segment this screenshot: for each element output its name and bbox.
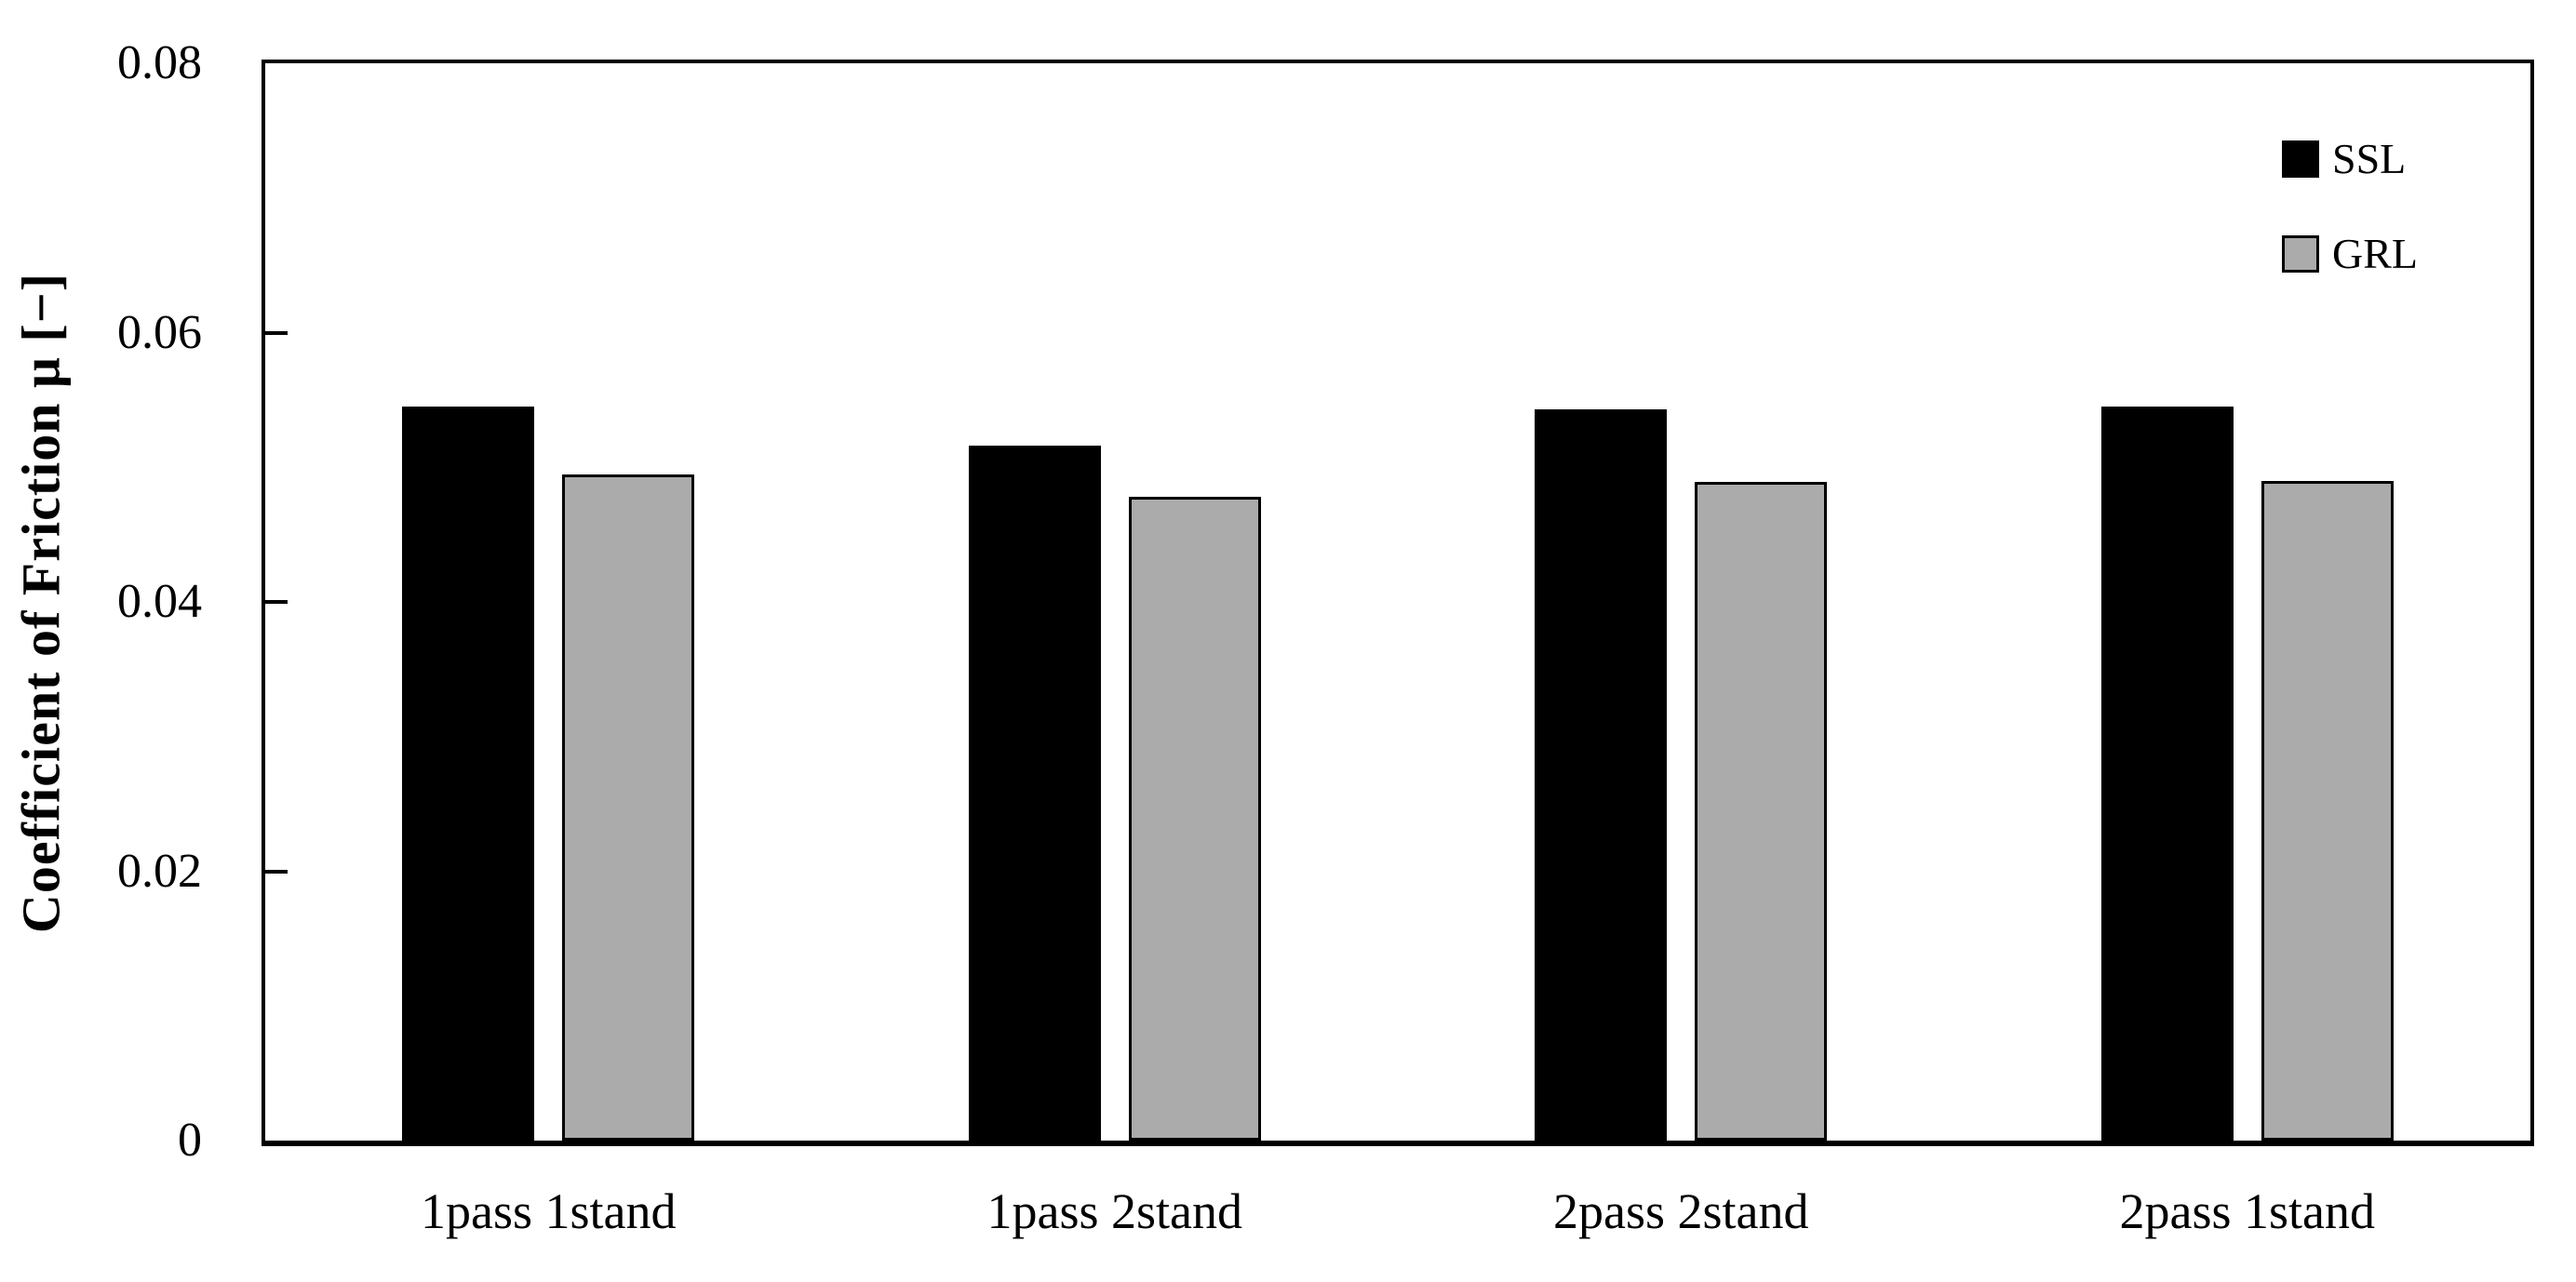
bar-grl-2pass-1stand — [2261, 480, 2394, 1141]
y-tick-label: 0.02 — [117, 844, 202, 898]
y-tick-label: 0.06 — [117, 305, 202, 359]
grl-swatch-icon — [2282, 235, 2319, 273]
legend: SSL GRL — [2282, 138, 2418, 275]
y-tick-mark — [265, 600, 288, 604]
plot-area — [262, 60, 2534, 1146]
x-category-label: 1pass 1stand — [421, 1183, 677, 1239]
legend-item-ssl: SSL — [2282, 138, 2418, 180]
y-tick-label: 0 — [178, 1114, 202, 1167]
bar-ssl-1pass-2stand — [968, 446, 1101, 1141]
ssl-swatch-icon — [2282, 140, 2319, 178]
bar-ssl-2pass-1stand — [2100, 407, 2234, 1141]
legend-label-grl: GRL — [2332, 230, 2418, 277]
bar-ssl-2pass-2stand — [1535, 409, 1668, 1141]
y-tick-label: 0.08 — [117, 36, 202, 89]
y-tick-mark — [265, 869, 288, 874]
legend-label-ssl: SSL — [2332, 135, 2407, 182]
x-category-label: 2pass 1stand — [2119, 1183, 2375, 1239]
y-tick-mark — [265, 330, 288, 335]
y-tick-label: 0.04 — [117, 575, 202, 628]
bar-ssl-1pass-1stand — [402, 407, 535, 1141]
bar-grl-2pass-2stand — [1695, 482, 1828, 1141]
x-category-label: 1pass 2stand — [986, 1183, 1242, 1239]
x-category-label: 2pass 2stand — [1553, 1183, 1809, 1239]
bar-grl-1pass-2stand — [1128, 497, 1261, 1141]
bar-grl-1pass-1stand — [562, 474, 695, 1141]
legend-item-grl: GRL — [2282, 233, 2418, 275]
